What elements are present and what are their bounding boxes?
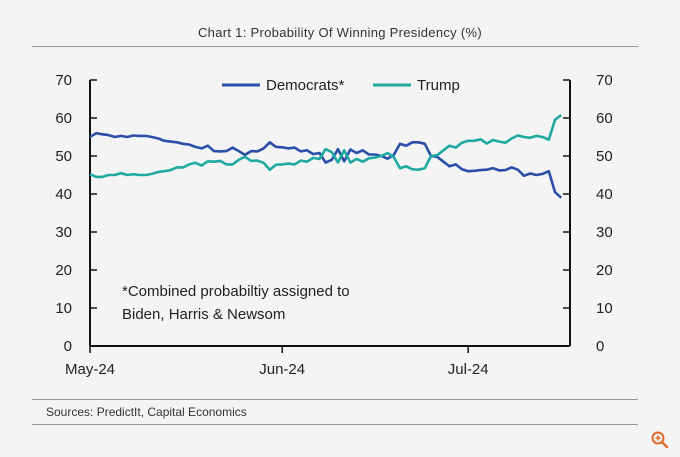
x-tick-label: Jun-24: [259, 361, 305, 378]
zoom-in-icon[interactable]: [650, 430, 670, 450]
sources-note: Sources: PredictIt, Capital Economics: [46, 405, 247, 419]
chart-annotation: *Combined probabiltiy assigned to: [122, 283, 350, 300]
line-chart: 0 0 10 10 20 20 30 30 40 40 50 50 60 60 70 70 May-24 Jun-…: [55, 72, 613, 378]
y-tick-label-left: 0: [64, 338, 72, 355]
y-tick-label-left: 50: [55, 148, 72, 165]
y-tick-label-left: 40: [55, 186, 72, 203]
y-tick-label-right: 40: [596, 186, 613, 203]
title-divider: [32, 46, 638, 47]
y-tick-label-right: 70: [596, 72, 613, 89]
x-tick-label: Jul-24: [448, 361, 489, 378]
footer-divider: [32, 424, 638, 425]
y-tick-label-left: 20: [55, 262, 72, 279]
y-tick-label-left: 10: [55, 300, 72, 317]
y-tick-label-left: 70: [55, 72, 72, 89]
y-tick-label-right: 20: [596, 262, 613, 279]
y-tick-label-left: 30: [55, 224, 72, 241]
series-line-democrats: [89, 131, 563, 199]
y-tick-label-right: 30: [596, 224, 613, 241]
x-tick-label: May-24: [65, 361, 115, 378]
legend-label: Democrats*: [266, 77, 345, 94]
y-tick-label-right: 50: [596, 148, 613, 165]
y-tick-label-right: 10: [596, 300, 613, 317]
y-tick-label-right: 60: [596, 110, 613, 127]
legend-label: Trump: [417, 77, 460, 94]
chart-annotation: Biden, Harris & Newsom: [122, 306, 285, 323]
series-line-trump: [89, 113, 563, 179]
sources-divider: [32, 399, 638, 400]
y-tick-label-left: 60: [55, 110, 72, 127]
y-tick-label-right: 0: [596, 338, 604, 355]
chart-title: Chart 1: Probability Of Winning Presiden…: [197, 25, 482, 40]
